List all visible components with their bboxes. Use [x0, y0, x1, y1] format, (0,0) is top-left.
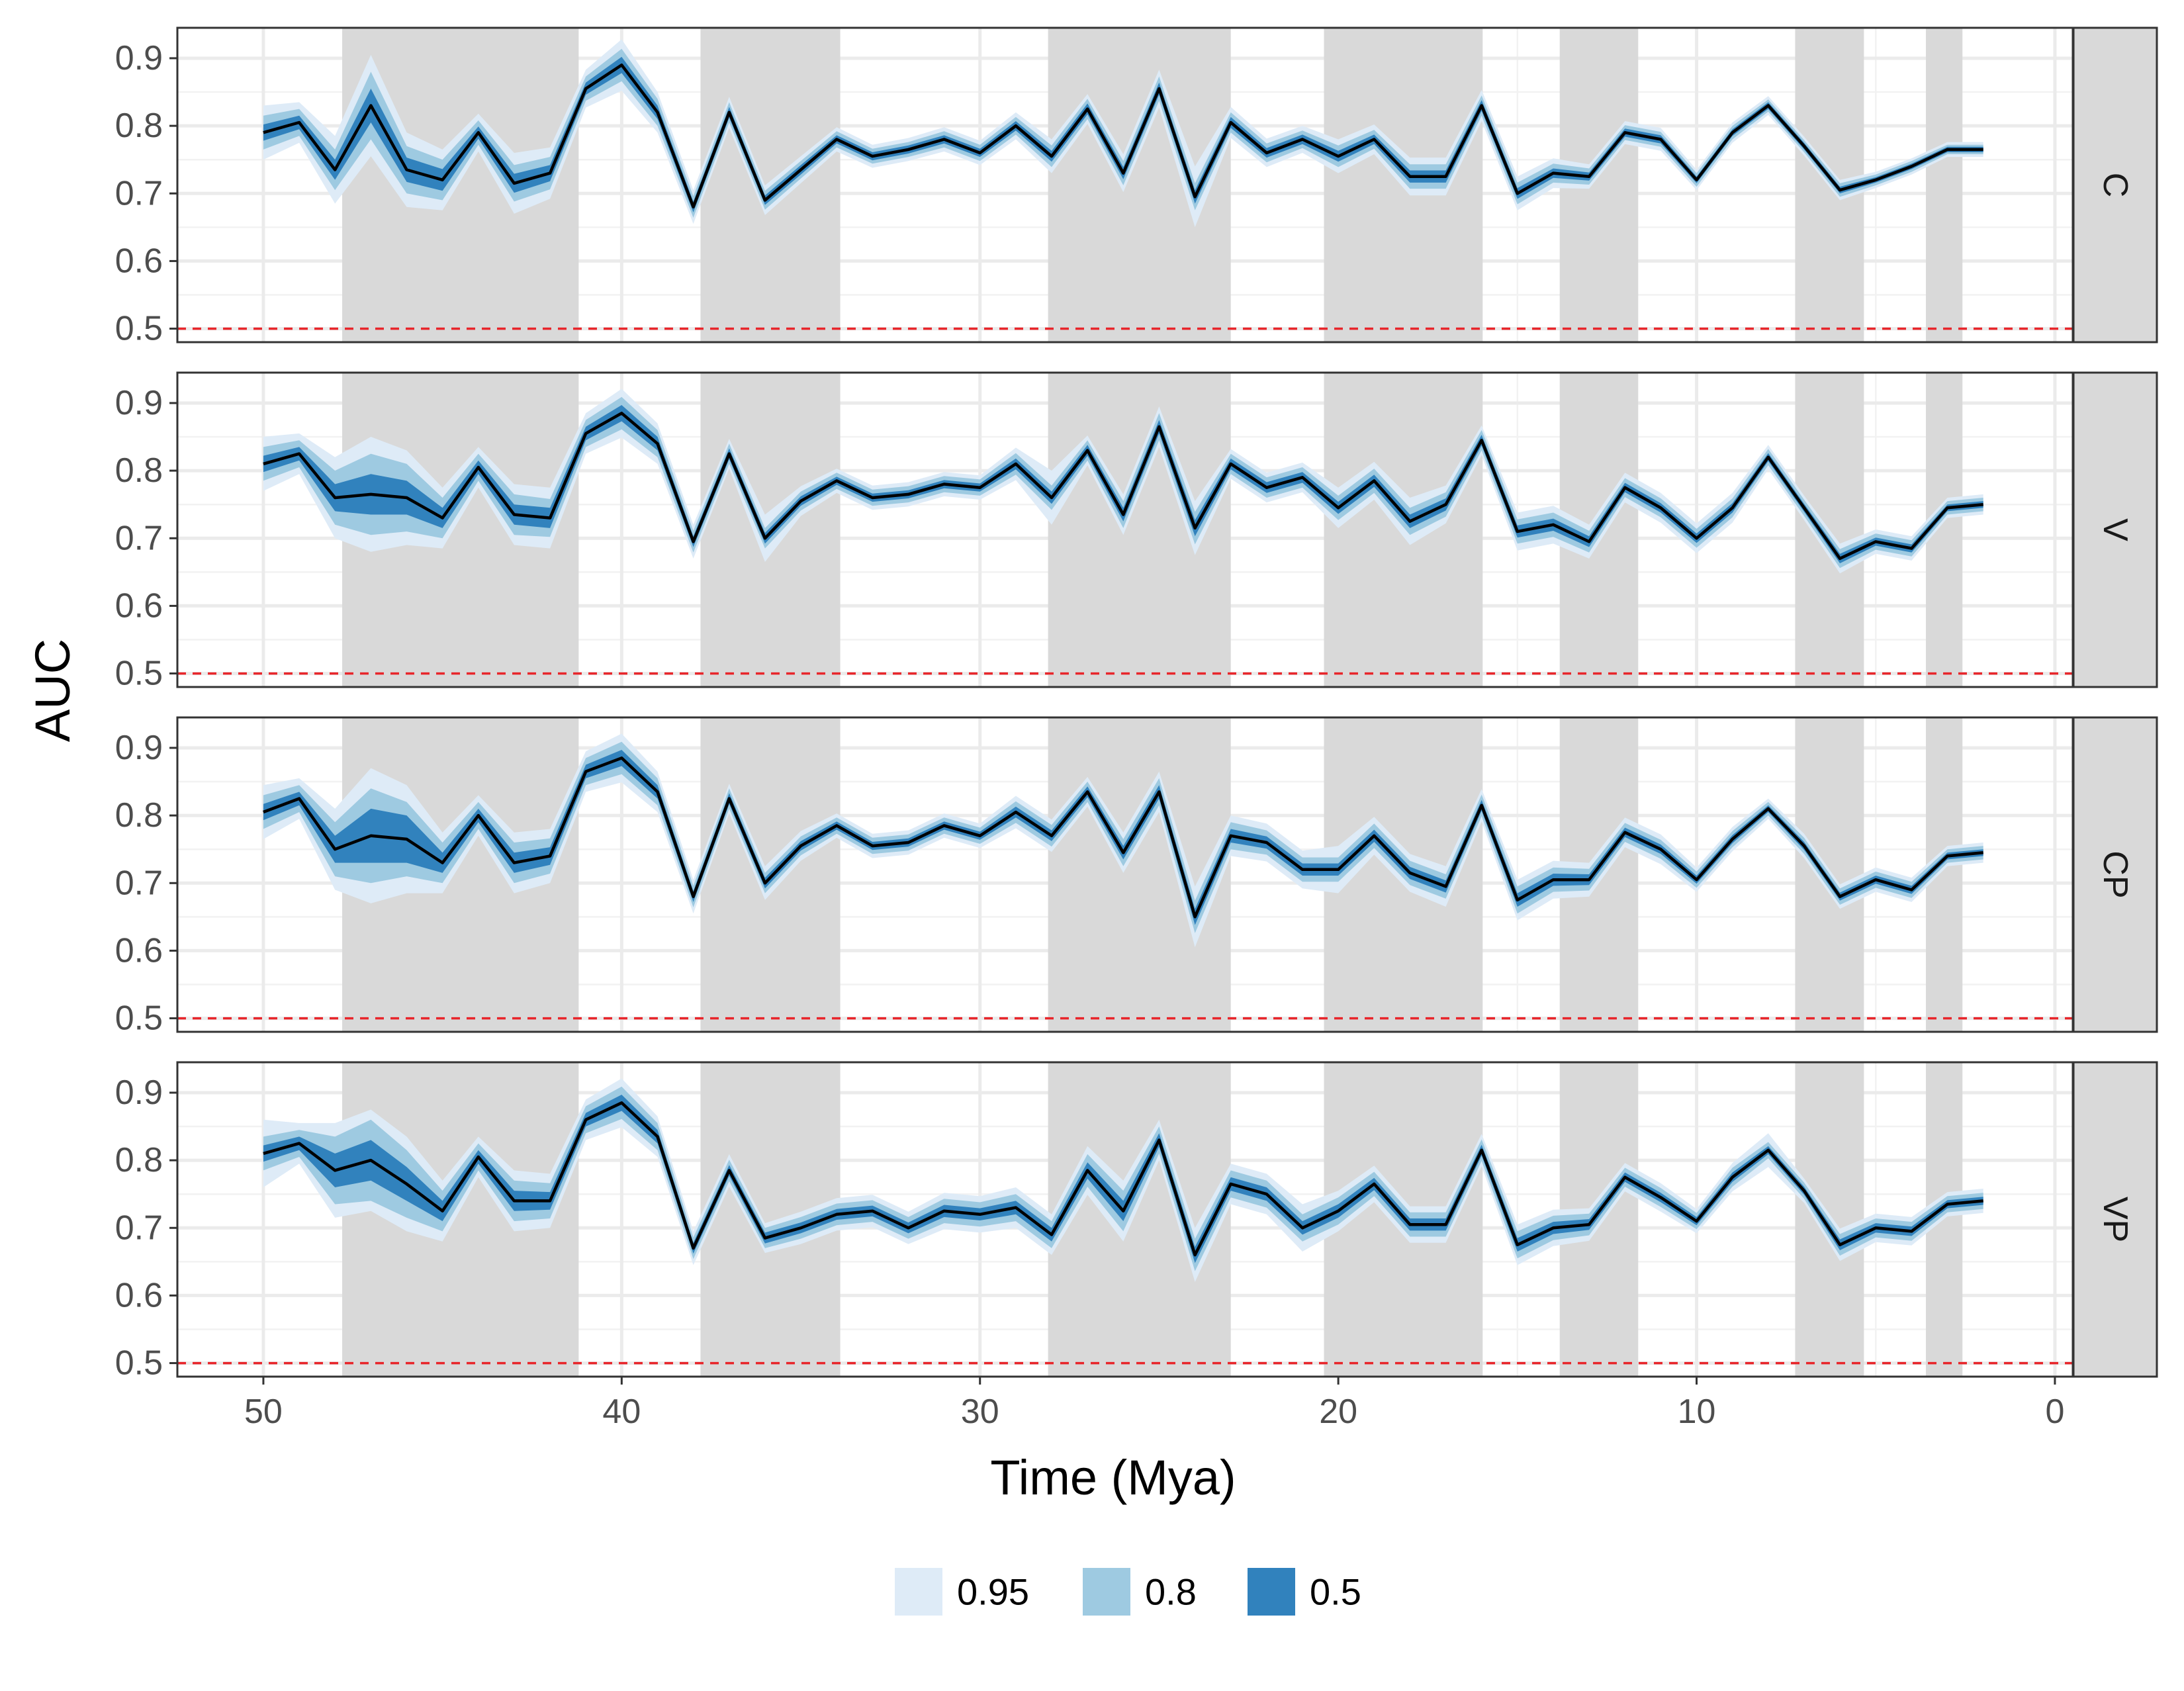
x-axis-title: Time (Mya) [990, 1450, 1236, 1505]
y-tick-label: 0.5 [115, 999, 163, 1038]
median-line [263, 412, 1983, 561]
median-line [263, 63, 1983, 208]
x-tick-label: 40 [602, 1393, 641, 1431]
y-tick-label: 0.7 [115, 174, 163, 212]
strip-label: VP [2096, 1197, 2134, 1242]
shaded-period [1048, 717, 1231, 1032]
panel-cp: CP 0.5 0.6 0.7 0.8 0.9 [115, 716, 2158, 1038]
y-tick-label: 0.9 [115, 729, 163, 767]
panel-c: C 0.5 0.6 0.7 0.8 0.9 [115, 26, 2158, 348]
y-tick-label: 0.7 [115, 1209, 163, 1247]
y-tick-label: 0.8 [115, 796, 163, 835]
strip-background [2072, 371, 2158, 688]
panel-plot-area [177, 28, 2073, 342]
legend-label: 0.95 [957, 1571, 1029, 1613]
legend-key [895, 1568, 942, 1616]
legend-key [1248, 1568, 1295, 1616]
y-tick-label: 0.9 [115, 39, 163, 77]
strip-label: CP [2096, 850, 2134, 898]
y-tick-label: 0.9 [115, 384, 163, 422]
x-tick-label: 0 [2045, 1393, 2064, 1431]
y-tick-label: 0.8 [115, 451, 163, 490]
legend-label: 0.5 [1310, 1571, 1361, 1613]
panel-vp: VP 0.5 0.6 0.7 0.8 0.9 [115, 1061, 2158, 1383]
strip-background [2072, 716, 2158, 1033]
y-tick-label: 0.5 [115, 1344, 163, 1383]
y-axis-title: AUC [25, 639, 80, 742]
legend-key [1083, 1568, 1130, 1616]
strip-label: C [2096, 173, 2134, 198]
panel-plot-area [177, 373, 2073, 687]
legend-item: 0.8 [1083, 1568, 1197, 1616]
y-tick-label: 0.8 [115, 1141, 163, 1179]
x-tick-label: 50 [244, 1393, 283, 1431]
x-axis: 50 40 30 20 10 0 [244, 1377, 2064, 1431]
shaded-period [1926, 28, 1963, 342]
panel-plot-area [177, 1062, 2073, 1377]
legend-label: 0.8 [1145, 1571, 1197, 1613]
y-tick-label: 0.6 [115, 1276, 163, 1314]
y-tick-label: 0.6 [115, 931, 163, 970]
y-tick-label: 0.5 [115, 655, 163, 693]
y-tick-label: 0.6 [115, 586, 163, 625]
strip-background [2072, 26, 2158, 343]
strip-label: V [2096, 518, 2134, 541]
y-tick-label: 0.8 [115, 107, 163, 145]
median-line [263, 1101, 1983, 1257]
y-tick-label: 0.6 [115, 242, 163, 280]
y-tick-label: 0.7 [115, 519, 163, 557]
legend-item: 0.95 [895, 1568, 1029, 1616]
panel-plot-area [177, 717, 2073, 1032]
median-line [263, 756, 1983, 919]
legend: 0.95 0.8 0.5 [895, 1568, 1361, 1616]
strip-background [2072, 1061, 2158, 1378]
x-tick-label: 20 [1319, 1393, 1357, 1431]
panels-layer: C 0.5 0.6 0.7 0.8 0.9 V 0.5 0.6 0.7 0.8 0.9 CP 0.5 0.6… [115, 26, 2158, 1383]
x-tick-label: 30 [961, 1393, 999, 1431]
x-tick-label: 10 [1678, 1393, 1716, 1431]
legend-item: 0.5 [1248, 1568, 1361, 1616]
y-tick-label: 0.9 [115, 1074, 163, 1112]
y-tick-label: 0.7 [115, 864, 163, 902]
panel-v: V 0.5 0.6 0.7 0.8 0.9 [115, 371, 2158, 693]
y-tick-label: 0.5 [115, 310, 163, 348]
